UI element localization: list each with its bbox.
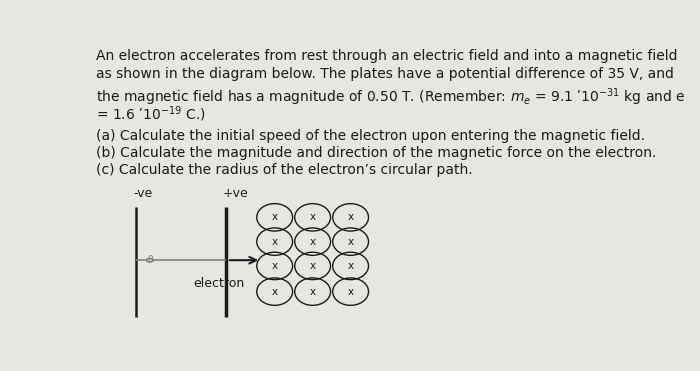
Text: electron: electron — [193, 278, 244, 290]
Text: as shown in the diagram below. The plates have a potential difference of 35 V, a: as shown in the diagram below. The plate… — [96, 68, 673, 81]
Text: x: x — [309, 237, 316, 247]
Text: x: x — [309, 212, 316, 222]
Text: x: x — [272, 287, 278, 297]
Text: x: x — [309, 261, 316, 271]
Text: (b) Calculate the magnitude and direction of the magnetic force on the electron.: (b) Calculate the magnitude and directio… — [96, 146, 656, 160]
Text: x: x — [347, 261, 354, 271]
Text: x: x — [272, 237, 278, 247]
Text: the magnetic field has a magnitude of 0.50 T. (Remember: $m_e$ = 9.1 ʹ10$^{-31}$: the magnetic field has a magnitude of 0.… — [96, 86, 685, 108]
Text: +ve: +ve — [223, 187, 249, 200]
Text: (c) Calculate the radius of the electron’s circular path.: (c) Calculate the radius of the electron… — [96, 163, 472, 177]
Text: (a) Calculate the initial speed of the electron upon entering the magnetic field: (a) Calculate the initial speed of the e… — [96, 129, 645, 143]
Text: 0: 0 — [148, 255, 153, 264]
Text: x: x — [272, 212, 278, 222]
Text: -ve: -ve — [134, 187, 153, 200]
Text: x: x — [272, 261, 278, 271]
Text: x: x — [347, 237, 354, 247]
Text: x: x — [309, 287, 316, 297]
Text: x: x — [347, 287, 354, 297]
Text: An electron accelerates from rest through an electric field and into a magnetic : An electron accelerates from rest throug… — [96, 49, 677, 63]
Text: x: x — [347, 212, 354, 222]
Text: = 1.6 ʹ10$^{-19}$ C.): = 1.6 ʹ10$^{-19}$ C.) — [96, 105, 205, 124]
